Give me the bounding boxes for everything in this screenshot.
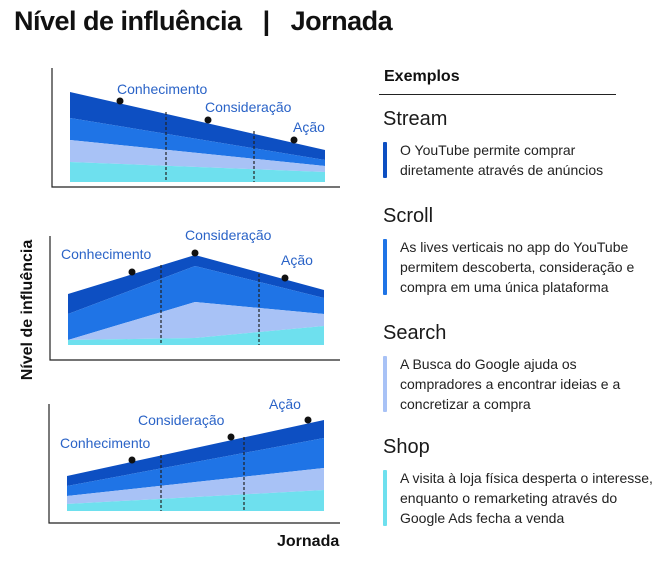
example-title: Stream [383,108,448,130]
stage-label-consideracao: Consideração [205,99,292,115]
band-cyan [70,162,325,182]
band-darkest [70,92,325,160]
stage-point [304,416,312,424]
stage-point [204,116,212,124]
band-dark [67,438,324,496]
stage-point [116,97,124,105]
examples-divider [379,94,616,95]
stage-label-consideracao: Consideração [185,227,272,243]
example-text: O YouTube permite comprar diretamente at… [400,142,604,178]
x-axis-label: Jornada [277,533,340,550]
stage-label-conhecimento: Conhecimento [60,435,150,451]
example-text: A Busca do Google ajuda os compradores a… [400,356,621,412]
example-color-bar [383,142,387,178]
stage-point [227,433,235,441]
band-light [67,468,324,504]
page-title: Nível de influência | Jornada [14,6,393,36]
example-scroll: Scroll As lives verticais no app do YouT… [383,205,653,297]
example-search: Search A Busca do Google ajuda os compra… [383,322,653,414]
stage-point [281,274,289,282]
example-description: A Busca do Google ajuda os compradores a… [383,354,653,414]
stage-point [191,249,199,257]
axis-lines [51,68,340,188]
stage-point [128,268,136,276]
example-color-bar [383,239,387,295]
band-darkest [68,255,324,314]
axis-lines [49,236,340,361]
example-shop: Shop A visita à loja física desperta o i… [383,436,653,528]
band-cyan [67,490,324,511]
band-light [68,302,324,340]
example-title: Search [383,322,447,344]
stage-label-consideracao: Consideração [138,412,225,428]
stage-label-acao: Ação [293,119,325,135]
band-dark [70,118,325,166]
example-stream: Stream O YouTube permite comprar diretam… [383,108,653,180]
stage-label-acao: Ação [269,396,301,412]
example-description: As lives verticais no app do YouTube per… [383,237,653,297]
band-darkest [67,420,324,486]
example-title: Shop [383,436,430,458]
examples-heading: Exemplos [384,68,460,85]
example-description: A visita à loja física desperta o intere… [383,468,653,528]
example-text: A visita à loja física desperta o intere… [400,470,653,526]
chart-search: Conhecimento Consideração Ação [48,396,340,524]
band-dark [68,266,324,340]
example-title: Scroll [383,205,434,227]
stage-label-acao: Ação [281,252,313,268]
band-light [70,140,325,172]
band-cyan [68,326,324,345]
stage-point [128,456,136,464]
axis-lines [48,404,340,524]
stage-label-conhecimento: Conhecimento [117,81,207,97]
stage-point [290,136,298,144]
stage-label-conhecimento: Conhecimento [61,246,151,262]
example-color-bar [383,470,387,526]
example-color-bar [383,356,387,412]
chart-scroll: Conhecimento Consideração Ação [49,227,340,361]
chart-stream: Conhecimento Consideração Ação [51,68,340,188]
example-text: As lives verticais no app do YouTube per… [400,239,635,295]
example-description: O YouTube permite comprar diretamente at… [383,140,653,180]
